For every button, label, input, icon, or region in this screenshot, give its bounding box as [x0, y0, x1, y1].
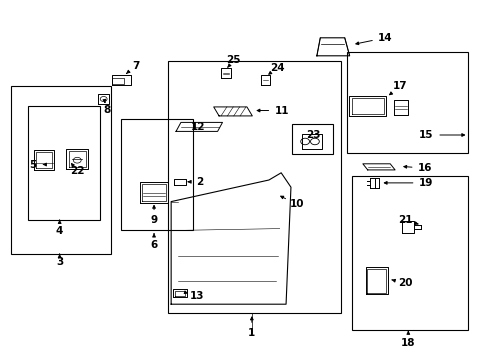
Text: 8: 8 [103, 105, 110, 115]
Text: 11: 11 [274, 105, 289, 116]
Bar [121, 119, 193, 230]
Text: 12: 12 [191, 122, 205, 132]
Text: 9: 9 [150, 215, 157, 225]
Text: 6: 6 [150, 240, 157, 250]
Text: 17: 17 [392, 81, 407, 91]
Bar [11, 86, 111, 254]
Bar [167, 61, 340, 313]
Bar [346, 52, 468, 153]
Text: 19: 19 [418, 178, 433, 188]
Text: 24: 24 [269, 63, 284, 73]
Text: 18: 18 [400, 338, 415, 348]
Text: 16: 16 [417, 163, 432, 173]
Text: 23: 23 [305, 130, 320, 140]
Text: 13: 13 [189, 291, 203, 301]
Text: 1: 1 [248, 328, 255, 338]
Text: 10: 10 [289, 199, 304, 210]
Text: 4: 4 [56, 226, 63, 236]
Text: 25: 25 [226, 55, 241, 66]
Bar [28, 106, 100, 220]
Text: 21: 21 [397, 215, 411, 225]
Text: 14: 14 [377, 33, 392, 43]
Text: 22: 22 [70, 166, 84, 176]
Text: 20: 20 [397, 278, 411, 288]
Text: 7: 7 [132, 60, 140, 71]
Text: 2: 2 [196, 177, 203, 187]
Text: 3: 3 [56, 257, 63, 267]
Text: 5: 5 [30, 159, 37, 170]
Bar [351, 176, 467, 330]
Text: 15: 15 [418, 130, 433, 140]
Bar [291, 124, 333, 154]
